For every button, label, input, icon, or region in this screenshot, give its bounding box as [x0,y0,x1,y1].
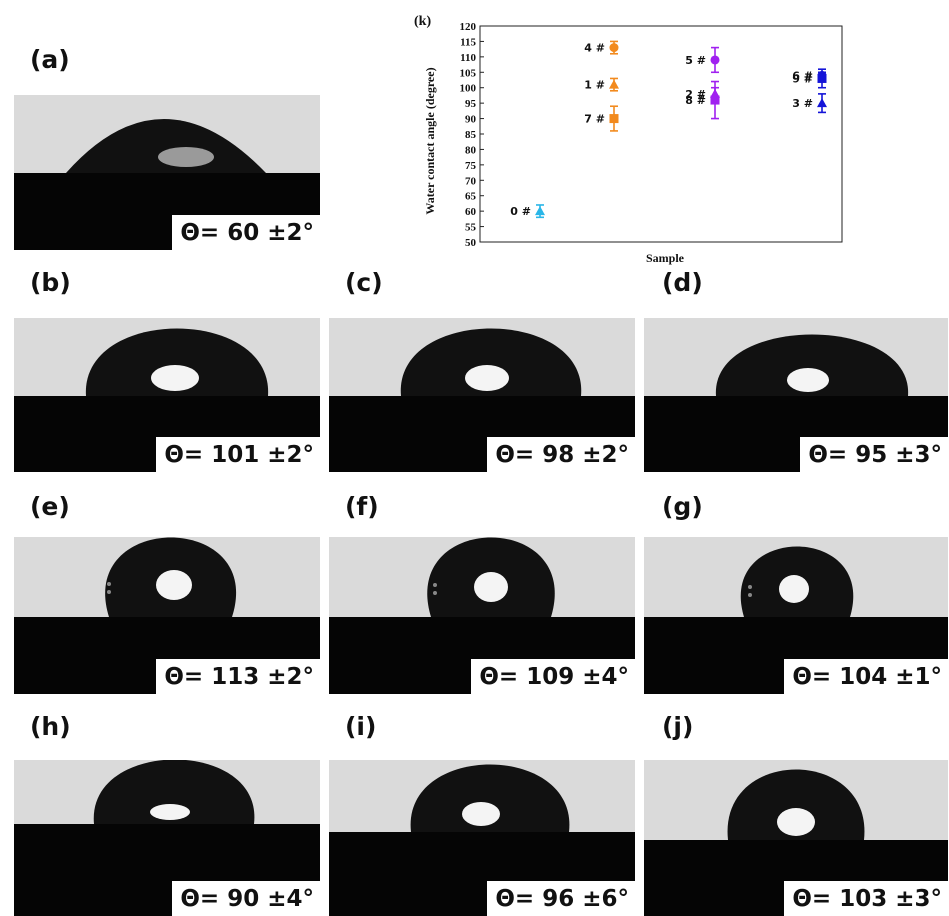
droplet-photo-e: Θ= 113 ±2° [14,537,320,694]
point-label: 2 # [685,88,706,101]
droplet-photo-g: Θ= 104 ±1° [644,537,948,694]
data-point-3: 3 # [792,93,827,114]
contact-angle-label: Θ= 101 ±2° [156,437,320,472]
contact-angle-label: Θ= 95 ±3° [800,437,948,472]
y-tick-label: 110 [460,52,476,64]
y-tick-label: 85 [465,129,477,141]
y-axis-label: Water contact angle (degree) [423,67,437,214]
circle-marker [609,43,619,53]
droplet-image [14,95,320,250]
data-point-5: 5 # [685,46,720,74]
contact-angle-label: Θ= 103 ±3° [784,881,948,916]
contact-angle-label: Θ= 90 ±4° [172,881,320,916]
y-tick-label: 90 [465,114,477,126]
triangle-marker [535,206,545,216]
panel-label-f: (f) [345,492,379,521]
circle-marker [710,55,720,65]
point-label: 3 # [792,97,813,110]
square-marker [710,95,720,105]
data-point-8: 8 # [685,80,720,120]
point-label: 0 # [510,205,531,218]
y-tick-label: 80 [465,144,477,156]
point-label: 9 # [792,72,813,85]
droplet-photo-a: Θ= 60 ±2° [14,95,320,250]
data-point-1: 1 # [584,77,619,92]
droplet-photo-d: Θ= 95 ±3° [644,318,948,472]
y-tick-label: 105 [460,67,477,79]
y-tick-label: 95 [465,98,477,110]
panel-label-a: (a) [30,45,70,74]
y-tick-label: 115 [460,36,476,48]
y-tick-label: 70 [465,175,477,187]
droplet-photo-c: Θ= 98 ±2° [329,318,635,472]
contact-angle-label: Θ= 60 ±2° [172,215,320,250]
contact-angle-label: Θ= 98 ±2° [487,437,635,472]
triangle-marker [817,98,827,108]
panel-label-c: (c) [345,268,383,297]
y-tick-label: 55 [465,222,477,234]
data-point-0: 0 # [510,204,545,218]
y-tick-label: 60 [465,206,477,218]
chart-axes: 50 55 60 65 70 75 80 85 90 95 100 105 110 115 120 [460,21,843,249]
panel-label-h: (h) [30,712,71,741]
droplet-photo-b: Θ= 101 ±2° [14,318,320,472]
point-label: 1 # [584,79,605,92]
x-axis-label: Sample [646,251,685,265]
point-label: 7 # [584,113,605,126]
contact-angle-label: Θ= 96 ±6° [487,881,635,916]
chart-panel-label: (k) [414,14,431,29]
y-tick-label: 120 [460,21,477,33]
droplet-photo-f: Θ= 109 ±4° [329,537,635,694]
y-tick-label: 65 [465,191,477,203]
plot-frame [479,25,843,243]
contact-angle-label: Θ= 109 ±4° [471,659,635,694]
panel-label-d: (d) [662,268,703,297]
point-label: 8 # [685,94,706,107]
droplet-photo-i: Θ= 96 ±6° [329,760,635,916]
panel-label-b: (b) [30,268,71,297]
data-point-7: 7 # [584,105,619,132]
chart-marks: 0 # 4 # 1 # 7 # 5 # 2 #8 # 6 #9 # 3 # [510,40,827,218]
square-marker [817,73,827,83]
contact-angle-chart: (k) 50556065707580859095100105110115120 … [414,14,843,265]
triangle-marker [609,79,619,89]
y-tick-label: 100 [460,83,477,95]
data-point-9: 9 # [792,68,827,89]
contact-angle-label: Θ= 104 ±1° [784,659,948,694]
contact-angle-label: Θ= 113 ±2° [156,659,320,694]
point-label: 5 # [685,54,706,67]
data-point-4: 4 # [584,40,619,55]
y-tick-label: 75 [465,160,477,172]
panel-label-g: (g) [662,492,703,521]
panel-label-j: (j) [662,712,694,741]
point-label: 4 # [584,42,605,55]
square-marker [609,114,619,124]
droplet-image [329,760,635,916]
droplet-photo-h: Θ= 90 ±4° [14,760,320,916]
point-label: 6 # [792,69,813,82]
droplet-photo-j: Θ= 103 ±3° [644,760,948,916]
panel-label-i: (i) [345,712,377,741]
panel-label-e: (e) [30,492,70,521]
y-tick-label: 50 [465,237,477,249]
